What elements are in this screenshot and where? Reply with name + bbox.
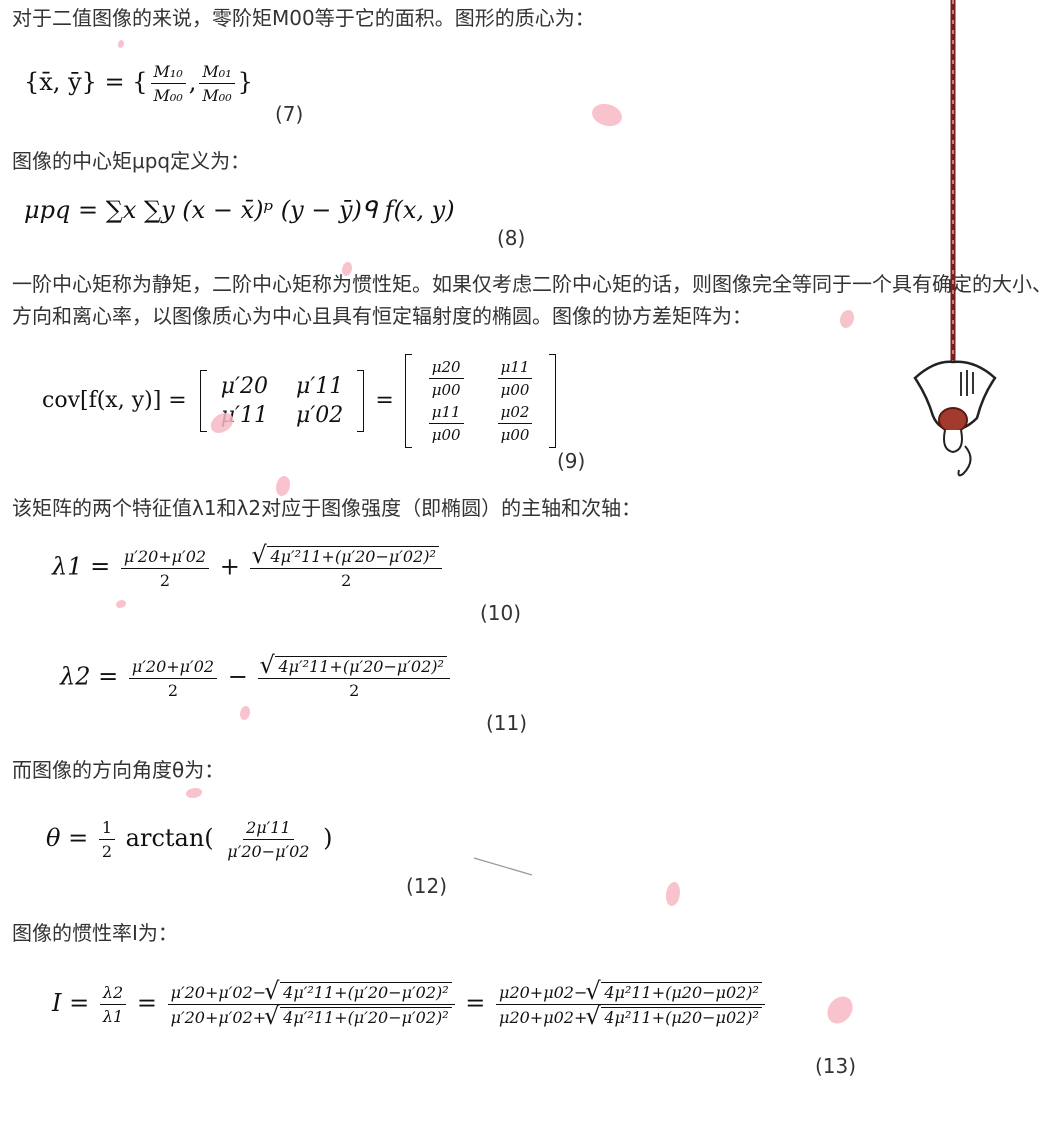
petal-decoration xyxy=(840,310,854,328)
paragraph-eigenvalues-intro: 该矩阵的两个特征值λ1和λ2对应于图像强度（即椭圆）的主轴和次轴： xyxy=(12,496,642,520)
paragraph-central-moment-intro: 图像的中心矩μpq定义为： xyxy=(12,149,251,173)
centroid-lhs: {x̄, ȳ} = { xyxy=(24,68,148,96)
petal-decoration xyxy=(821,992,859,1028)
equation-number-9: (9) xyxy=(557,449,586,473)
petal-decoration xyxy=(118,40,124,48)
equation-centroid: {x̄, ȳ} = {M₁₀ M₀₀, M₀₁ M₀₀} xyxy=(24,62,253,105)
sqrt-prime-lambda2: 4μ′²11+(μ′20−μ′02)² xyxy=(259,651,447,679)
equation-lambda2: λ2 = μ′20+μ′022 − 4μ′²11+(μ′20−μ′02)²2 xyxy=(60,651,453,700)
fraction-m01-m00: M₀₁ M₀₀ xyxy=(199,62,235,105)
fraction-m10-m00: M₁₀ M₀₀ xyxy=(150,62,186,105)
equation-number-13: (13) xyxy=(815,1054,857,1078)
paragraph-centroid-intro: 对于二值图像的来说，零阶矩M00等于它的面积。图形的质心为： xyxy=(12,6,595,30)
equation-lambda1: λ1 = μ′20+μ′022 + 4μ′²11+(μ′20−μ′02)²2 xyxy=(52,541,445,590)
paragraph-direction-angle-intro: 而图像的方向角度θ为： xyxy=(12,758,225,782)
petal-decoration xyxy=(666,882,680,906)
petal-decoration xyxy=(342,262,352,276)
equation-covariance-matrix: cov[f(x, y)] = μ′20 μ′11 μ′11 μ′02 = μ20… xyxy=(42,354,557,448)
petal-decoration xyxy=(588,97,626,133)
equation-number-12: (12) xyxy=(406,874,448,898)
sqrt-prime-lambda1: 4μ′²11+(μ′20−μ′02)² xyxy=(251,541,439,569)
equation-number-7: (7) xyxy=(275,102,304,126)
stroke-decoration xyxy=(473,857,533,876)
petal-decoration xyxy=(186,788,202,798)
equation-central-moment: μpq = ∑x ∑y (x − x̄)ᵖ (y − ȳ)ᑫ f(x, y) xyxy=(24,196,455,224)
petal-decoration xyxy=(116,600,126,608)
hanging-cat-icon xyxy=(913,0,997,477)
equation-number-10: (10) xyxy=(480,601,522,625)
covariance-normalized-matrix: μ20 μ00 μ11 μ00 μ11 μ00 μ02 μ00 xyxy=(404,354,557,448)
equation-number-11: (11) xyxy=(486,711,528,735)
covariance-prime-matrix: μ′20 μ′11 μ′11 μ′02 xyxy=(199,370,365,432)
covariance-lhs: cov[f(x, y)] = xyxy=(42,388,187,413)
petal-decoration xyxy=(240,706,250,720)
paragraph-moments-explanation: 一阶中心矩称为静矩，二阶中心矩称为惯性矩。如果仅考虑二阶中心矩的话，则图像完全等… xyxy=(12,272,1052,328)
petal-decoration xyxy=(276,476,290,496)
equation-number-8: (8) xyxy=(497,226,526,250)
paragraph-inertia-intro: 图像的惯性率I为： xyxy=(12,921,178,945)
